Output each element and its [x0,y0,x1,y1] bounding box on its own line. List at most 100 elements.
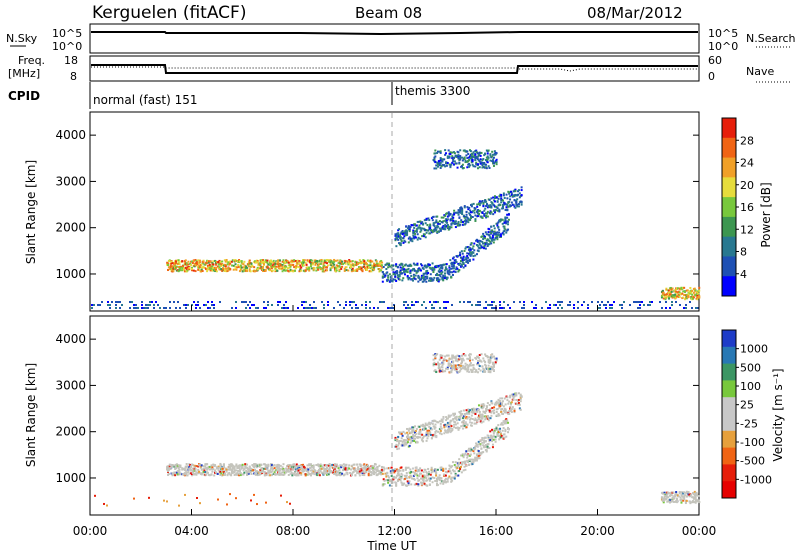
power-echo-cell [443,277,446,280]
velocity-echo-cell [487,434,490,437]
power-echo-cell [246,266,249,269]
cpid-program-2: themis 3300 [395,84,470,98]
power-echo-cell [279,301,281,303]
velocity-echo-cell [469,421,472,424]
power-echo-cell [675,296,678,299]
velocity-echo-cell [430,433,433,436]
power-echo-cell [692,291,695,294]
power-echo-cell [681,287,684,290]
velocity-echo-cell [442,415,445,418]
velocity-echo-cell [511,395,514,398]
power-echo-cell [504,216,507,219]
power-echo-cell [177,261,180,264]
power-echo-cell [198,266,201,269]
velocity-echo-cell [414,434,417,437]
velocity-echo-cell [513,395,516,398]
velocity-echo-cell [389,470,392,473]
power-echo-cell [422,280,425,283]
velocity-echo-cell [492,432,495,435]
power-echo-cell [353,301,355,303]
velocity-echo-cell [449,427,452,430]
power-echo-cell [416,262,419,265]
velocity-echo-cell [259,468,262,471]
velocity-echo-cell [167,467,170,470]
velocity-echo-cell [444,370,447,373]
power-echo-cell [403,271,406,274]
power-echo-cell [408,236,411,239]
velocity-echo-cell [448,467,451,470]
power-echo-cell [425,280,428,283]
power-echo-cell [444,149,447,152]
power-echo-cell [444,214,447,217]
velocity-echo-cell [683,491,686,494]
power-echo-cell [459,223,462,226]
power-echo-cell [293,260,296,263]
power-echo-cell [677,294,680,297]
freq-label-line2: [MHz] [8,67,40,80]
power-echo-cell [291,261,294,264]
power-echo-cell [365,307,367,309]
power-echo-cell [422,223,425,226]
power-echo-cell [303,301,305,303]
velocity-echo-cell [431,435,434,438]
power-echo-cell [439,307,441,309]
power-echo-cell [387,276,390,279]
power-echo-cell [488,228,491,231]
power-echo-cell [435,266,438,269]
velocity-echo-cell [499,405,502,408]
power-echo-cell [422,267,425,270]
power-echo-cell [293,259,296,262]
velocity-echo-cell [437,361,440,364]
power-echo-cell [365,301,367,303]
power-echo-cell [368,270,371,273]
velocity-echo-cell [438,358,441,361]
velocity-echo-cell [353,463,356,466]
power-echo-cell [482,232,485,235]
velocity-echo-cell [508,400,511,403]
power-echo-cell [462,266,465,269]
power-echo-cell [495,161,498,164]
power-echo-cell [436,161,439,164]
power-echo-cell [500,201,503,204]
power-echo-cell [341,263,344,266]
power-echo-cell [333,258,336,261]
power-echo-cell [289,270,292,273]
power-echo-cell [679,304,681,306]
power-echo-cell [683,286,686,289]
power-echo-cell [483,209,486,212]
power-echo-cell [119,301,121,303]
velocity-echo-cell [508,410,511,413]
velocity-echo-cell [281,466,284,469]
power-echo-cell [343,269,346,272]
velocity-echo-cell [415,472,418,475]
power-echo-cell [387,266,390,269]
power-echo-cell [437,161,440,164]
velocity-echo-cell [462,469,465,472]
power-echo-cell [410,274,413,277]
power-echo-cell [449,152,452,155]
velocity-echo-cell [297,474,300,477]
power-echo-cell [117,301,119,303]
velocity-echo-cell [412,434,415,437]
power-echo-cell [545,301,547,303]
power-echo-cell [514,190,517,193]
power-echo-cell [461,261,464,264]
power-echo-cell [283,307,285,309]
power-echo-cell [482,205,485,208]
velocity-echo-cell [342,466,345,469]
freq-left-tick-top: 18 [64,54,78,67]
power-echo-cell [417,301,419,303]
power-echo-cell [395,234,398,237]
power-panel-frame [89,111,700,312]
velocity-echo-cell [505,435,508,438]
velocity-echo-cell [419,436,422,439]
velocity-echo-cell [464,462,467,465]
power-echo-cell [692,296,695,299]
power-echo-cell [290,264,293,267]
power-echo-cell [459,149,462,152]
power-echo-cell [436,215,439,218]
velocity-echo-cell [313,473,316,476]
velocity-echo-cell [175,467,178,470]
velocity-echo-cell [434,420,437,423]
power-echo-cell [476,167,479,170]
